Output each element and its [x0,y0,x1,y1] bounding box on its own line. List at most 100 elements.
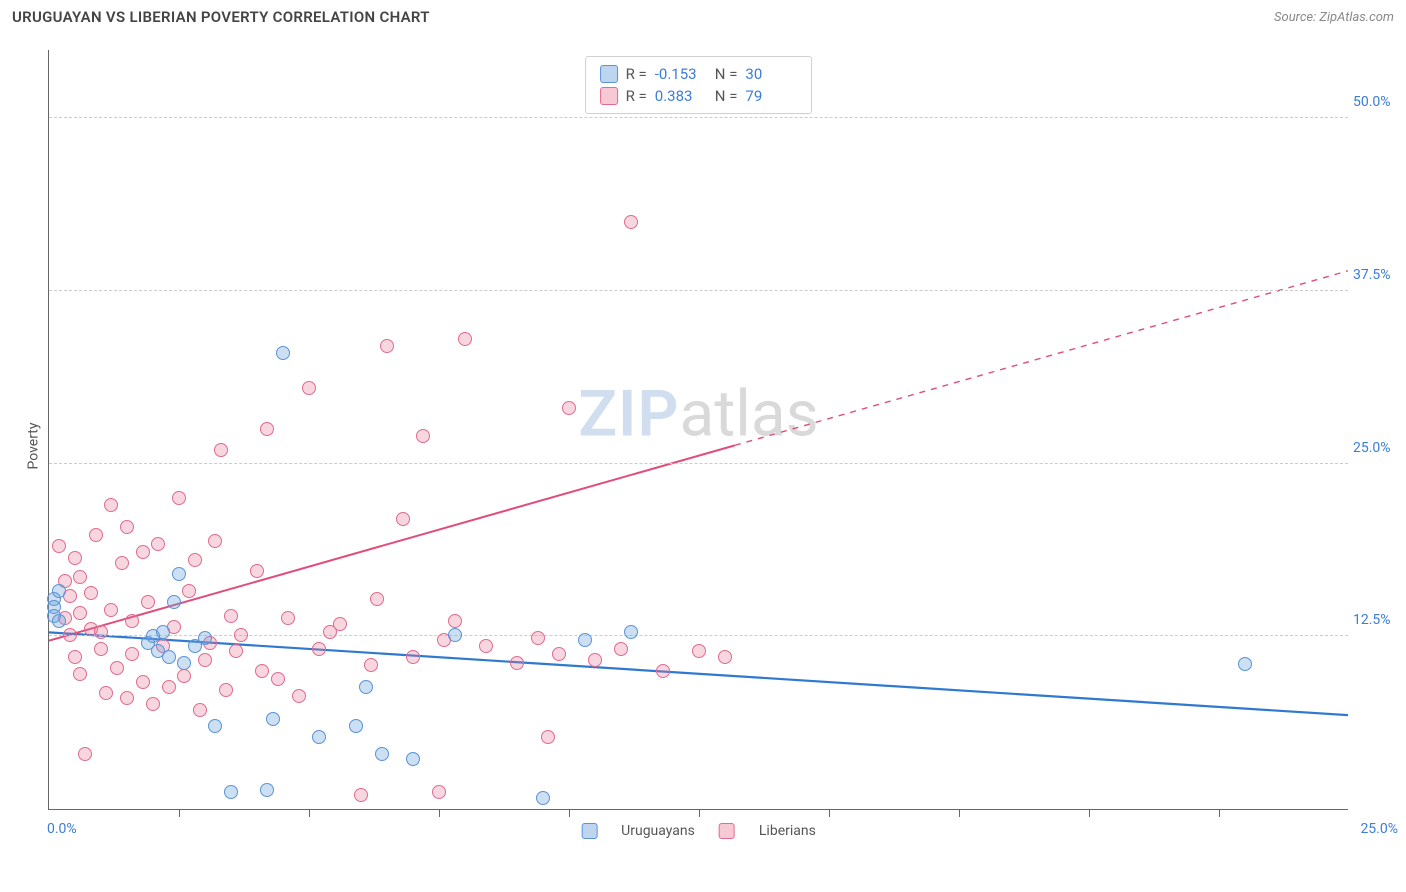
r-value-uruguayans: -0.153 [655,65,707,83]
data-point-liberians [172,491,186,505]
data-point-liberians [406,650,420,664]
data-point-liberians [104,603,118,617]
legend-row-uruguayans: R = -0.153 N = 30 [600,63,798,85]
data-point-liberians [624,215,638,229]
data-point-liberians [84,586,98,600]
data-point-liberians [104,498,118,512]
data-point-liberians [136,545,150,559]
data-point-liberians [125,614,139,628]
n-label: N = [715,87,738,105]
x-tick [569,809,570,817]
x-tick [699,809,700,817]
data-point-liberians [214,443,228,457]
data-point-liberians [370,592,384,606]
data-point-uruguayans [578,633,592,647]
x-axis-origin-label: 0.0% [47,821,77,837]
data-point-liberians [125,647,139,661]
series-label-liberians: Liberians [759,823,816,839]
data-point-liberians [510,656,524,670]
data-point-liberians [120,691,134,705]
x-tick [309,809,310,817]
r-label: R = [626,87,647,105]
data-point-liberians [141,595,155,609]
data-point-liberians [73,667,87,681]
x-tick [439,809,440,817]
data-point-liberians [208,534,222,548]
data-point-liberians [188,553,202,567]
scatter-chart: ZIPatlas R = -0.153 N = 30 R = 0.383 N =… [48,50,1348,810]
data-point-liberians [333,617,347,631]
data-point-uruguayans [208,719,222,733]
data-point-liberians [89,528,103,542]
data-point-liberians [302,381,316,395]
series-label-uruguayans: Uruguayans [621,823,695,839]
data-point-liberians [151,537,165,551]
data-point-liberians [78,747,92,761]
n-value-uruguayans: 30 [745,65,797,83]
x-tick [829,809,830,817]
data-point-liberians [432,785,446,799]
swatch-pink [600,87,618,105]
correlation-legend: R = -0.153 N = 30 R = 0.383 N = 79 [585,56,813,114]
data-point-liberians [588,653,602,667]
data-point-liberians [177,669,191,683]
y-tick-label: 37.5% [1353,267,1406,283]
x-tick [179,809,180,817]
data-point-liberians [458,332,472,346]
legend-row-liberians: R = 0.383 N = 79 [600,85,798,107]
y-tick-label: 50.0% [1353,94,1406,110]
data-point-liberians [312,642,326,656]
data-point-liberians [562,401,576,415]
y-tick-label: 12.5% [1353,612,1406,628]
data-point-liberians [234,628,248,642]
data-point-liberians [73,606,87,620]
n-label: N = [715,65,738,83]
data-point-uruguayans [198,631,212,645]
gridline-h [49,290,1348,291]
x-tick [959,809,960,817]
data-point-uruguayans [536,791,550,805]
r-value-liberians: 0.383 [655,87,707,105]
data-point-liberians [110,661,124,675]
data-point-uruguayans [624,625,638,639]
x-tick [1089,809,1090,817]
data-point-liberians [718,650,732,664]
y-axis-label: Poverty [26,422,42,469]
chart-title: URUGUAYAN VS LIBERIAN POVERTY CORRELATIO… [12,8,430,26]
data-point-liberians [552,647,566,661]
y-tick-label: 25.0% [1353,440,1406,456]
x-axis-max-label: 25.0% [1360,821,1398,837]
data-point-liberians [115,556,129,570]
watermark-zip: ZIP [578,377,679,452]
data-point-liberians [182,584,196,598]
data-point-uruguayans [276,346,290,360]
data-point-uruguayans [1238,657,1252,671]
data-point-liberians [99,686,113,700]
r-label: R = [626,65,647,83]
data-point-uruguayans [349,719,363,733]
data-point-liberians [541,730,555,744]
data-point-liberians [52,539,66,553]
data-point-liberians [68,551,82,565]
data-point-uruguayans [172,567,186,581]
swatch-blue [600,65,618,83]
data-point-liberians [531,631,545,645]
data-point-liberians [68,650,82,664]
data-point-liberians [396,512,410,526]
n-value-liberians: 79 [745,87,797,105]
data-point-uruguayans [312,730,326,744]
data-point-liberians [120,520,134,534]
data-point-liberians [448,614,462,628]
data-point-liberians [416,429,430,443]
data-point-uruguayans [156,625,170,639]
data-point-liberians [692,644,706,658]
data-point-liberians [656,664,670,678]
data-point-uruguayans [177,656,191,670]
watermark-atlas: atlas [680,377,819,452]
data-point-liberians [614,642,628,656]
data-point-liberians [380,339,394,353]
data-point-liberians [255,664,269,678]
data-point-uruguayans [375,747,389,761]
data-point-liberians [250,564,264,578]
data-point-liberians [73,570,87,584]
